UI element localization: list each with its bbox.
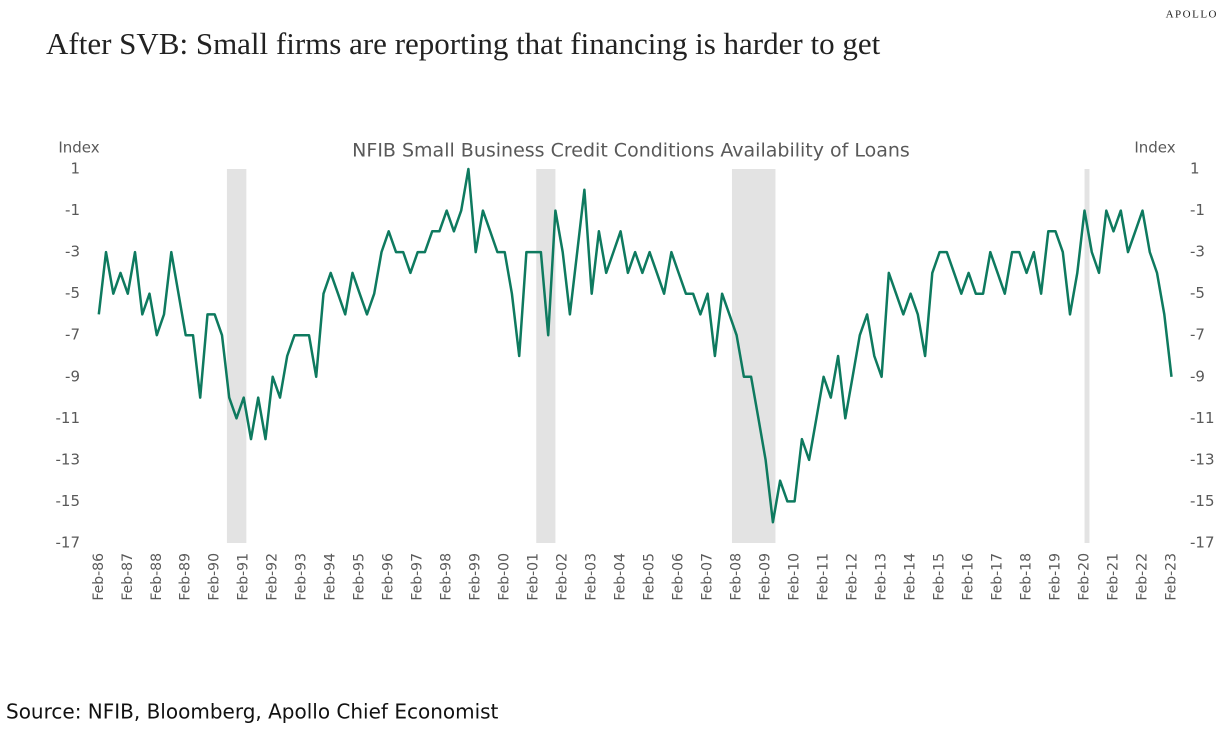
y-axis-label: Index (58, 139, 99, 157)
x-tick-label: Feb-17 (990, 553, 1006, 601)
x-tick-label: Feb-22 (1135, 553, 1151, 601)
y2-tick-label: -13 (1190, 450, 1215, 468)
x-tick-label: Feb-20 (1077, 553, 1093, 601)
recession-band (536, 169, 556, 543)
x-tick-label: Feb-95 (352, 553, 368, 601)
x-tick-label: Feb-93 (294, 553, 310, 601)
chart-title: NFIB Small Business Credit Conditions Av… (352, 140, 910, 162)
y-tick-label: -5 (65, 284, 80, 302)
x-tick-label: Feb-92 (265, 553, 281, 601)
recession-band (226, 169, 247, 543)
recession-band (1084, 169, 1090, 543)
y2-tick-label: 1 (1190, 160, 1200, 178)
x-tick-label: Feb-88 (149, 553, 165, 601)
y-tick-label: -17 (56, 534, 81, 552)
y-tick-label: -7 (65, 326, 80, 344)
x-tick-label: Feb-99 (468, 553, 484, 601)
y-tick-label: -3 (65, 243, 80, 261)
x-tick-label: Feb-11 (816, 553, 832, 601)
y2-axis-label: Index (1134, 139, 1175, 157)
x-tick-label: Feb-06 (671, 553, 687, 601)
x-tick-label: Feb-05 (642, 553, 658, 601)
data-line (97, 167, 1173, 524)
x-tick-label: Feb-21 (1106, 553, 1122, 601)
x-tick-label: Feb-96 (381, 553, 397, 601)
x-tick-label: Feb-18 (1019, 553, 1035, 601)
page-title: After SVB: Small firms are reporting tha… (46, 26, 881, 61)
x-tick-label: Feb-94 (323, 553, 339, 601)
x-tick-label: Feb-86 (91, 553, 107, 601)
y2-tick-label: -17 (1190, 534, 1215, 552)
brand: APOLLO (1166, 9, 1218, 21)
x-tick-label: Feb-16 (961, 553, 977, 601)
x-tick-label: Feb-87 (120, 553, 136, 601)
y2-tick-label: -3 (1190, 243, 1205, 261)
y-tick-label: 1 (70, 160, 80, 178)
x-tick-label: Feb-01 (526, 553, 542, 601)
x-tick-label: Feb-02 (555, 553, 571, 601)
y-tick-label: -13 (56, 450, 81, 468)
x-tick-label: Feb-12 (845, 553, 861, 601)
x-tick-label: Feb-23 (1164, 553, 1180, 601)
x-tick-label: Feb-03 (584, 553, 600, 601)
y2-tick-label: -7 (1190, 326, 1205, 344)
x-tick-label: Feb-14 (903, 553, 919, 601)
y2-tick-label: -5 (1190, 284, 1205, 302)
y2-tick-label: -9 (1190, 367, 1205, 385)
y-tick-label: -11 (56, 409, 81, 427)
x-tick-label: Feb-15 (932, 553, 948, 601)
y2-tick-label: -15 (1190, 492, 1215, 510)
y-tick-label: -15 (56, 492, 81, 510)
x-tick-label: Feb-08 (729, 553, 745, 601)
y2-tick-label: -1 (1190, 201, 1205, 219)
x-tick-label: Feb-91 (236, 553, 252, 601)
x-tick-label: Feb-89 (178, 553, 194, 601)
x-tick-label: Feb-90 (207, 553, 223, 601)
y2-tick-label: -11 (1190, 409, 1215, 427)
x-tick-label: Feb-98 (439, 553, 455, 601)
y-tick-label: -9 (65, 367, 80, 385)
source-note: Source: NFIB, Bloomberg, Apollo Chief Ec… (6, 700, 499, 724)
x-tick-label: Feb-07 (700, 553, 716, 601)
x-tick-label: Feb-97 (410, 553, 426, 601)
x-tick-label: Feb-10 (787, 553, 803, 601)
x-tick-label: Feb-13 (874, 553, 890, 601)
x-tick-label: Feb-00 (497, 553, 513, 601)
x-tick-label: Feb-04 (613, 553, 629, 601)
y-tick-label: -1 (65, 201, 80, 219)
x-tick-label: Feb-19 (1048, 553, 1064, 601)
x-tick-label: Feb-09 (758, 553, 774, 601)
